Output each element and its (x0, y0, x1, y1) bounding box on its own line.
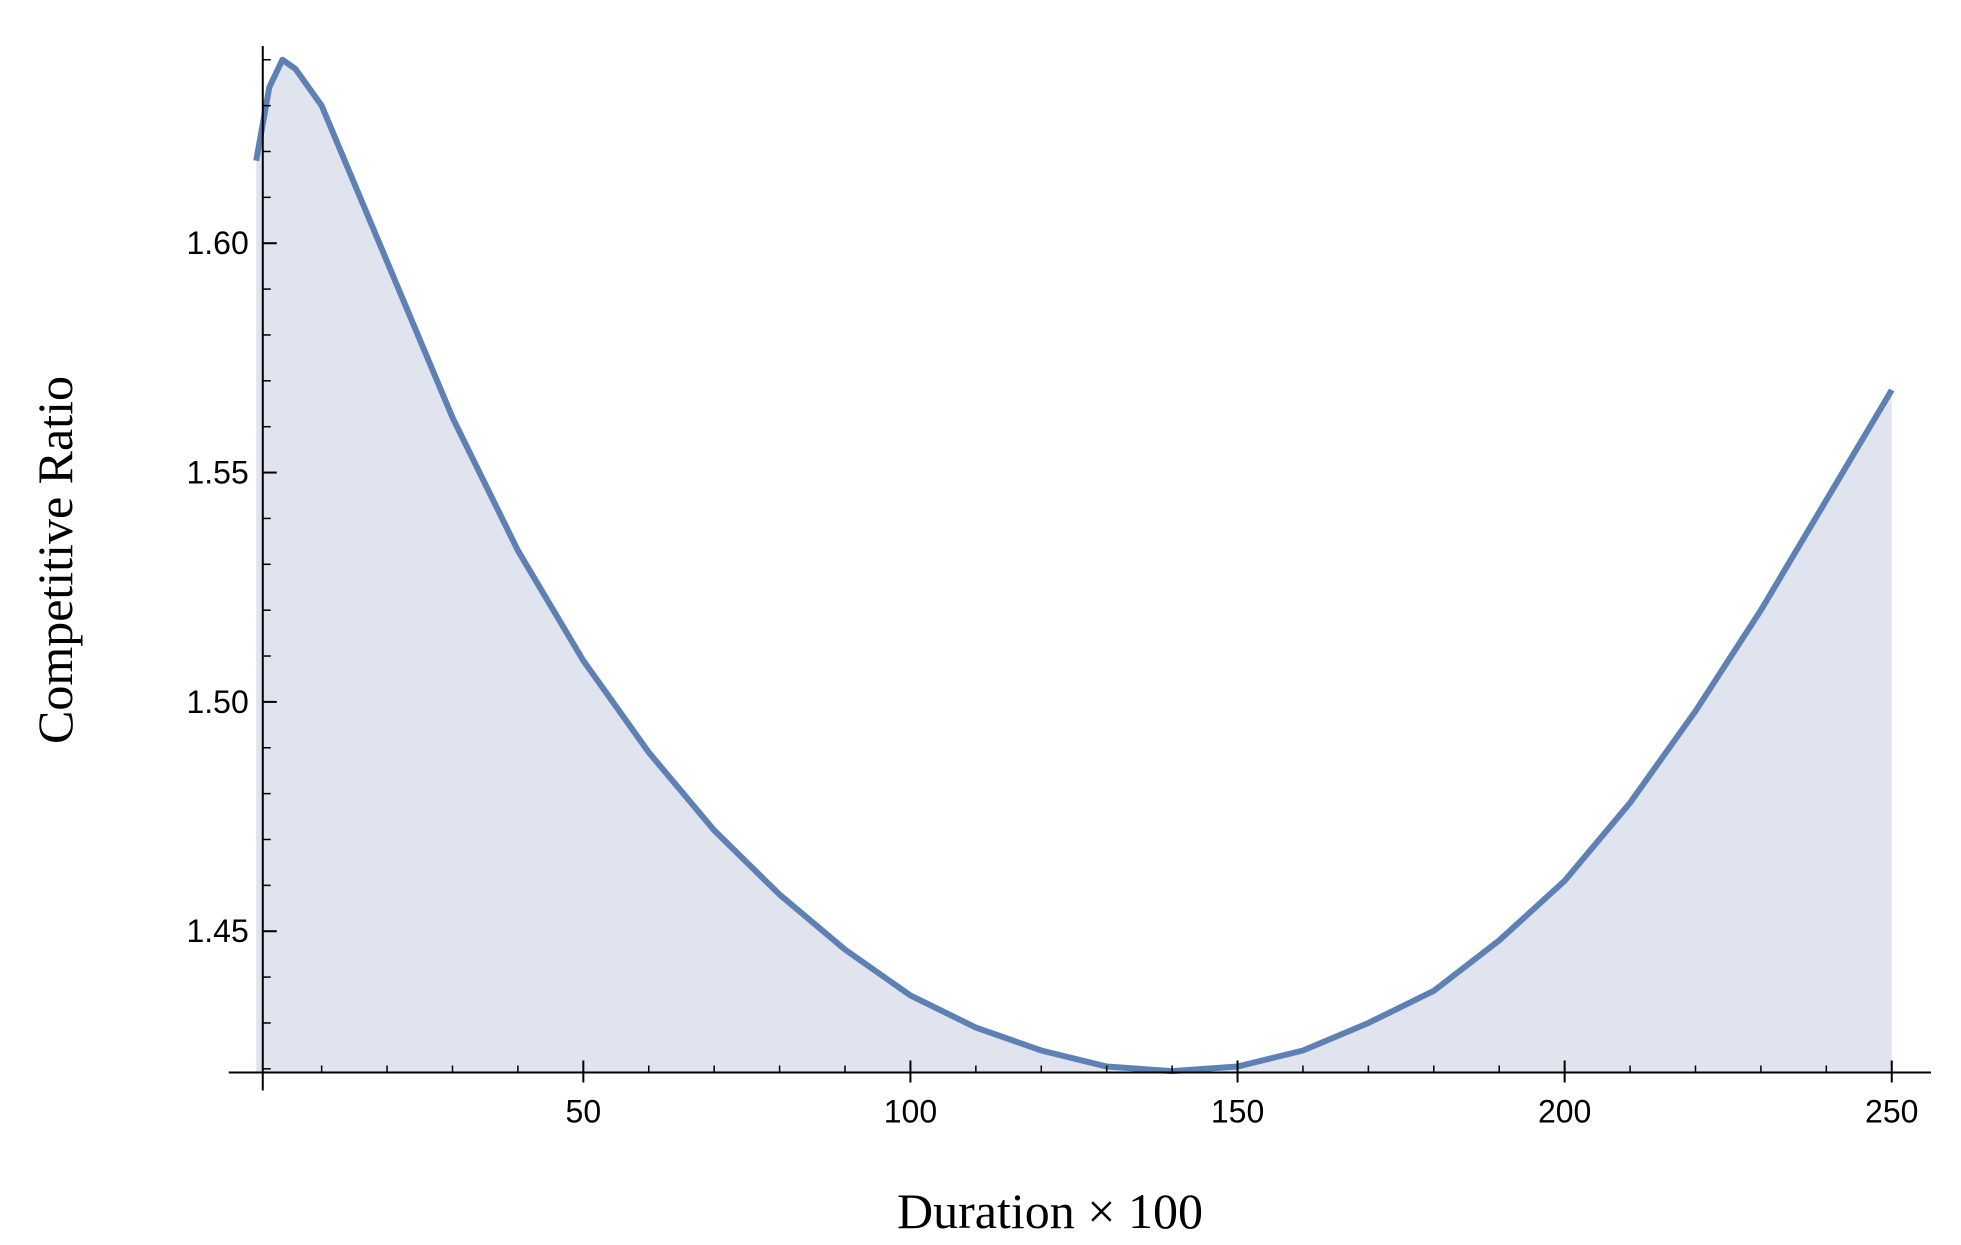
x-tick-label: 100 (884, 1094, 937, 1130)
y-axis-title: Competitive Ratio (27, 376, 83, 744)
x-tick-label: 150 (1211, 1094, 1264, 1130)
y-tick-label: 1.55 (186, 455, 248, 491)
x-tick-label: 50 (566, 1094, 602, 1130)
x-tick-label: 250 (1865, 1094, 1918, 1130)
y-tick-label: 1.50 (186, 684, 248, 720)
line (253, 56, 1895, 1075)
y-tick-label: 1.45 (186, 913, 248, 949)
x-axis-title: Duration × 100 (897, 1183, 1203, 1239)
x-tick-label: 200 (1538, 1094, 1591, 1130)
area-fill (256, 59, 1892, 1073)
y-tick-label: 1.60 (186, 225, 248, 261)
